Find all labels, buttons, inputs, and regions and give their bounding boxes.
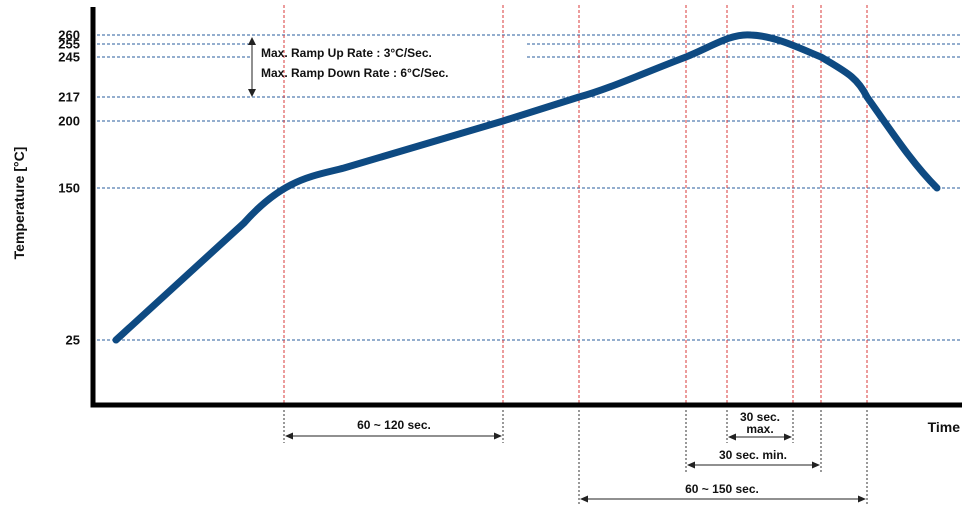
peak-label-line1: 30 sec. bbox=[740, 410, 780, 424]
y-tick-200: 200 bbox=[58, 114, 80, 129]
y-tick-255: 255 bbox=[58, 37, 80, 52]
above217-label: 60 ~ 150 sec. bbox=[685, 482, 759, 496]
y-tick-260: 260 bbox=[58, 28, 80, 43]
above245-arrowhead-left bbox=[687, 461, 695, 469]
above245-label: 30 sec. min. bbox=[719, 448, 787, 462]
preheat-arrowhead-right bbox=[494, 432, 502, 440]
peak-arrowhead-right bbox=[784, 433, 792, 441]
axes-layer: Temperature [°C] Time bbox=[11, 7, 962, 435]
grid-layer bbox=[97, 5, 962, 404]
above245-arrowhead-right bbox=[812, 461, 820, 469]
x-axis-title: Time bbox=[928, 419, 961, 435]
ramp-down-label: Max. Ramp Down Rate : 6°C/Sec. bbox=[261, 66, 449, 80]
curve-layer bbox=[112, 31, 941, 344]
y-tick-150: 150 bbox=[58, 181, 80, 196]
ramp-arrowhead-down bbox=[248, 89, 256, 97]
peak-arrowhead-left bbox=[728, 433, 736, 441]
preheat-arrowhead-left bbox=[285, 432, 293, 440]
above217-arrowhead-right bbox=[858, 495, 866, 503]
above217-arrowhead-left bbox=[580, 495, 588, 503]
temperature-profile-line bbox=[112, 31, 941, 344]
y-axis-title: Temperature [°C] bbox=[11, 147, 27, 260]
preheat-label: 60 ~ 120 sec. bbox=[357, 418, 431, 432]
peak-label-line2: max. bbox=[746, 422, 773, 436]
ramp-arrowhead-up bbox=[248, 37, 256, 45]
annotation-layer: Max. Ramp Up Rate : 3°C/Sec. Max. Ramp D… bbox=[248, 37, 868, 505]
y-tick-245: 245 bbox=[58, 50, 80, 65]
ramp-up-label: Max. Ramp Up Rate : 3°C/Sec. bbox=[261, 46, 432, 60]
y-tick-217: 217 bbox=[58, 90, 80, 105]
y-tick-25: 25 bbox=[66, 333, 80, 348]
